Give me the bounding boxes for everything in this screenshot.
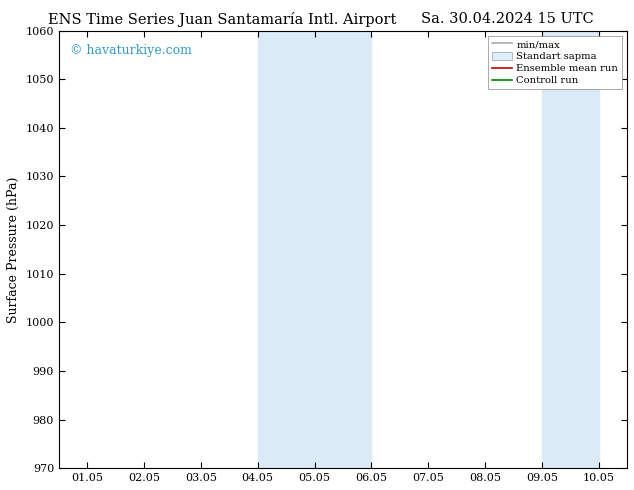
Bar bbox=[542, 30, 598, 468]
Legend: min/max, Standart sapma, Ensemble mean run, Controll run: min/max, Standart sapma, Ensemble mean r… bbox=[488, 36, 622, 90]
Bar bbox=[258, 30, 314, 468]
Text: Sa. 30.04.2024 15 UTC: Sa. 30.04.2024 15 UTC bbox=[421, 12, 593, 26]
Bar bbox=[314, 30, 372, 468]
Text: ENS Time Series Juan Santamaría Intl. Airport: ENS Time Series Juan Santamaría Intl. Ai… bbox=[48, 12, 396, 27]
Text: © havaturkiye.com: © havaturkiye.com bbox=[70, 44, 192, 57]
Y-axis label: Surface Pressure (hPa): Surface Pressure (hPa) bbox=[7, 176, 20, 322]
